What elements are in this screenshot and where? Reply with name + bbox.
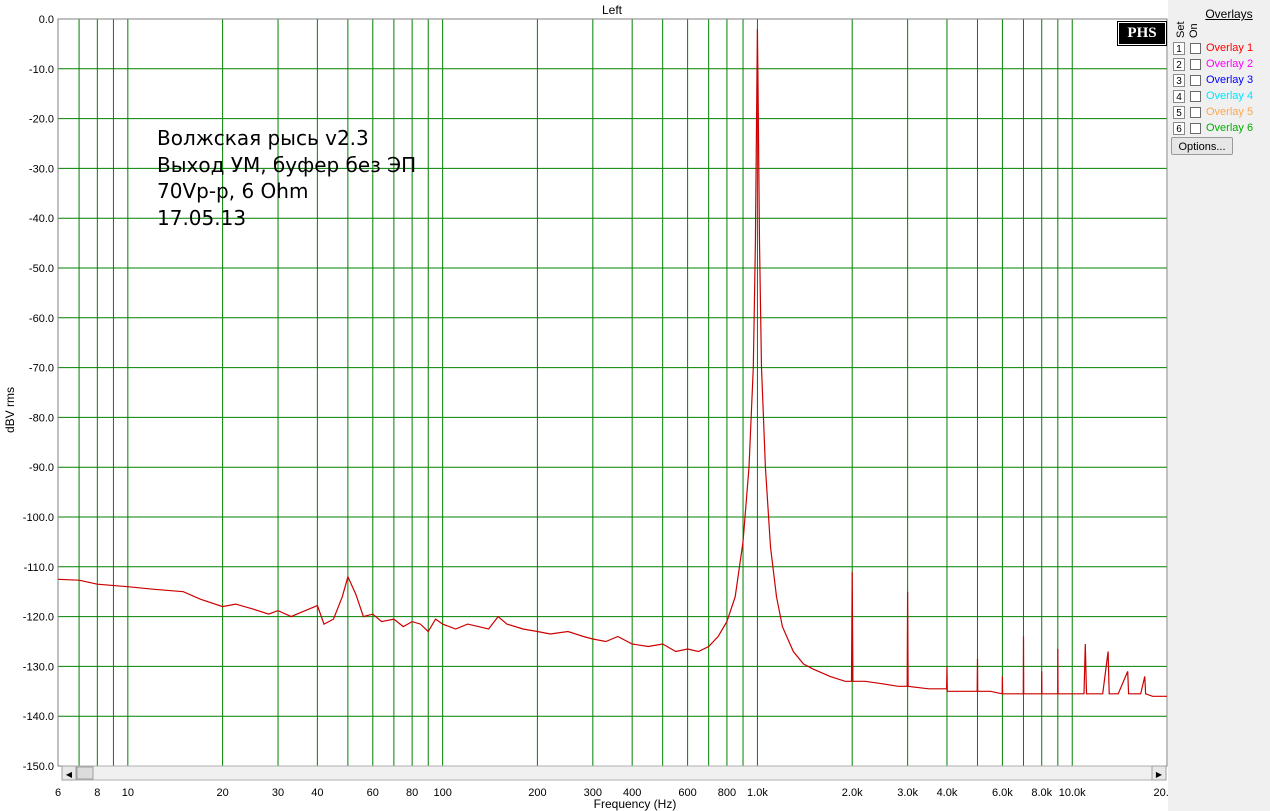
x-tick-label: 40: [311, 787, 323, 799]
overlay-on-checkbox-2[interactable]: [1190, 59, 1201, 70]
overlay-on-checkbox-3[interactable]: [1190, 75, 1201, 86]
spectrum-trace: [57, 28, 1167, 697]
scrollbar-right-button[interactable]: [1151, 765, 1167, 781]
y-tick-label: -120.0: [23, 612, 54, 624]
set-column-header: Set: [1175, 21, 1187, 38]
y-tick-label: -80.0: [29, 412, 54, 424]
horizontal-scrollbar[interactable]: ◀ ▶: [61, 765, 1167, 781]
y-axis-label: dBV rms: [3, 387, 17, 433]
x-axis-ticks: 6 8 10 20 30 40 60 80 100 200 300 400 600 800 1.0k 2.0k…: [55, 787, 1181, 799]
y-tick-label: -130.0: [23, 661, 54, 673]
x-tick-label: 30: [272, 787, 284, 799]
on-column-header: On: [1188, 23, 1200, 38]
overlay-label-1: Overlay 1: [1206, 42, 1254, 54]
chart-annotation: Волжская рысь v2.3 Выход УМ, буфер без Э…: [157, 125, 416, 231]
overlay-set-button-1[interactable]: 1: [1173, 42, 1185, 55]
x-tick-label: 3.0k: [897, 787, 918, 799]
scrollbar-left-button[interactable]: [61, 765, 77, 781]
x-tick-label: 200: [528, 787, 546, 799]
scroll-left-arrow-icon: ◀: [66, 770, 73, 779]
x-tick-label: 300: [584, 787, 602, 799]
overlay-row-4: 4 Overlay 4: [1173, 89, 1268, 104]
annotation-line: 17.05.13: [157, 205, 247, 230]
x-tick-label: 60: [367, 787, 379, 799]
options-button[interactable]: Options...: [1171, 137, 1233, 155]
x-tick-label: 10: [122, 787, 134, 799]
y-tick-label: -90.0: [29, 462, 54, 474]
chart-title: Left: [602, 3, 623, 17]
overlay-set-button-2[interactable]: 2: [1173, 58, 1185, 71]
x-tick-label: 800: [718, 787, 736, 799]
overlay-on-checkbox-6[interactable]: [1190, 123, 1201, 134]
x-tick-label: 600: [678, 787, 696, 799]
spectrum-line: [57, 28, 1167, 697]
overlay-row-1: 1 Overlay 1: [1173, 41, 1268, 56]
x-tick-label: 6.0k: [992, 787, 1013, 799]
x-tick-label: 1.0k: [747, 787, 768, 799]
x-tick-label: 10.0k: [1059, 787, 1086, 799]
overlays-title[interactable]: Overlays: [1205, 7, 1253, 21]
y-tick-label: -30.0: [29, 163, 54, 175]
overlay-label-4: Overlay 4: [1206, 90, 1254, 102]
x-tick-label: 6: [55, 787, 61, 799]
overlay-on-checkbox-1[interactable]: [1190, 43, 1201, 54]
y-tick-label: -110.0: [24, 562, 54, 574]
x-tick-label: 20: [216, 787, 228, 799]
overlays-panel: [1168, 0, 1270, 811]
x-tick-label: 100: [433, 787, 451, 799]
y-tick-label: -60.0: [29, 313, 54, 325]
y-gridlines: [58, 18, 1167, 767]
overlay-row-3: 3 Overlay 3: [1173, 73, 1268, 88]
x-tick-label: 2.0k: [842, 787, 863, 799]
overlay-label-5: Overlay 5: [1206, 106, 1254, 118]
y-tick-label: -10.0: [29, 64, 54, 76]
x-tick-label: 8.0k: [1031, 787, 1052, 799]
x-axis-label: Frequency (Hz): [594, 797, 677, 811]
annotation-line: 70Vp-p, 6 Ohm: [157, 179, 309, 203]
overlay-on-checkbox-5[interactable]: [1190, 107, 1201, 118]
x-tick-label: 400: [623, 787, 641, 799]
y-tick-label: 0.0: [39, 14, 54, 26]
annotation-line: Выход УМ, буфер без ЭП: [157, 152, 417, 177]
annotation-line: Волжская рысь v2.3: [157, 126, 369, 150]
y-axis-ticks: 0.0 -10.0 -20.0 -30.0 -40.0 -50.0 -60.0 -70.0 -8…: [23, 14, 54, 773]
scroll-right-arrow-icon: ▶: [1156, 770, 1163, 779]
overlay-label-6: Overlay 6: [1206, 122, 1254, 134]
y-tick-label: -40.0: [29, 213, 54, 225]
y-tick-label: -20.0: [29, 114, 54, 126]
x-tick-label: 80: [406, 787, 418, 799]
scrollbar-thumb[interactable]: [76, 766, 94, 780]
overlay-row-6: 6 Overlay 6: [1173, 121, 1268, 136]
y-tick-label: -70.0: [29, 363, 54, 375]
overlay-set-button-4[interactable]: 4: [1173, 90, 1185, 103]
x-tick-label: 4.0k: [937, 787, 958, 799]
overlay-label-3: Overlay 3: [1206, 74, 1254, 86]
overlay-set-button-3[interactable]: 3: [1173, 74, 1185, 87]
overlay-on-checkbox-4[interactable]: [1190, 91, 1201, 102]
overlay-set-button-5[interactable]: 5: [1173, 106, 1185, 119]
y-tick-label: -150.0: [23, 761, 54, 773]
overlay-row-5: 5 Overlay 5: [1173, 105, 1268, 120]
overlay-row-2: 2 Overlay 2: [1173, 57, 1268, 72]
y-tick-label: -50.0: [29, 263, 54, 275]
y-tick-label: -140.0: [23, 711, 54, 723]
phs-logo: PHS: [1118, 22, 1166, 45]
overlay-label-2: Overlay 2: [1206, 58, 1254, 70]
x-tick-label: 8: [94, 787, 100, 799]
y-tick-label: -100.0: [23, 512, 54, 524]
overlay-set-button-6[interactable]: 6: [1173, 122, 1185, 135]
